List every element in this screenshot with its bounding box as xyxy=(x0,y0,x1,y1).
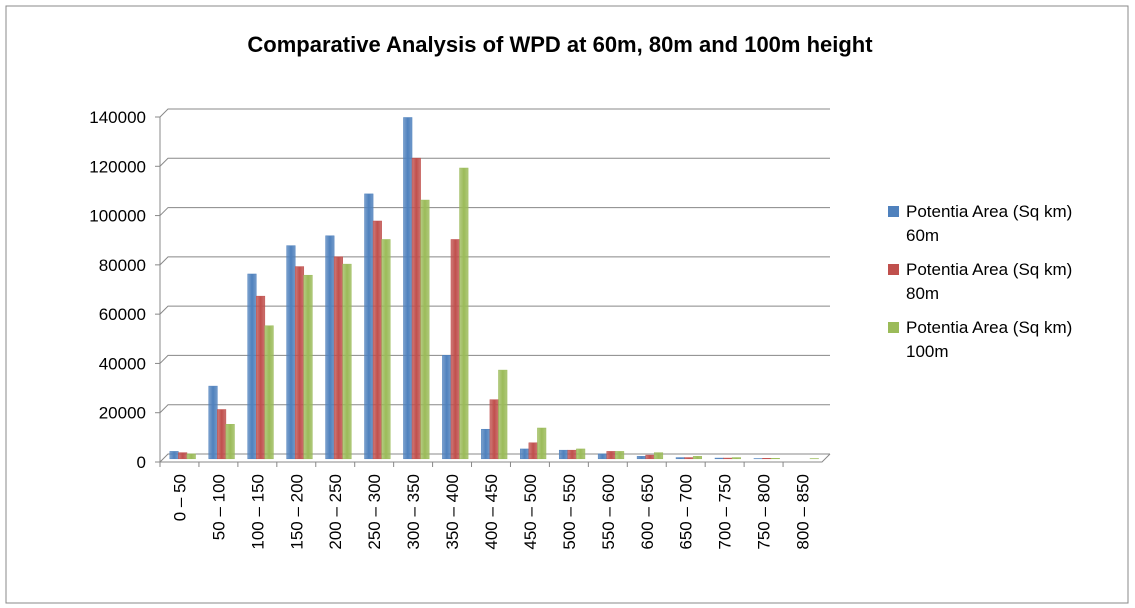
bar xyxy=(567,449,577,460)
x-tick-label: 450 – 500 xyxy=(521,474,540,550)
x-tick-label: 600 – 650 xyxy=(638,474,657,550)
bar xyxy=(256,295,266,460)
chart-title: Comparative Analysis of WPD at 60m, 80m … xyxy=(247,32,873,57)
bar xyxy=(597,453,607,460)
bar xyxy=(372,220,382,460)
x-tick-label: 750 – 800 xyxy=(755,474,774,550)
bar xyxy=(675,457,685,460)
grid-line xyxy=(159,256,830,266)
bar xyxy=(636,456,646,460)
legend-swatch xyxy=(888,264,899,275)
bar xyxy=(537,427,547,460)
y-tick-label: 0 xyxy=(137,453,146,472)
bar xyxy=(186,453,196,460)
x-tick-label: 300 – 350 xyxy=(404,474,423,550)
bar xyxy=(303,274,313,460)
x-tick-label: 800 – 850 xyxy=(794,474,813,550)
bar xyxy=(442,355,452,460)
bar xyxy=(294,266,305,460)
bar xyxy=(225,424,235,460)
x-tick-label: 550 – 600 xyxy=(599,474,618,550)
legend-item: Potentia Area (Sq km) 100m xyxy=(888,316,1088,364)
x-tick-label: 400 – 450 xyxy=(482,474,501,550)
bar xyxy=(653,452,664,460)
x-tick-label: 150 – 200 xyxy=(287,474,306,550)
bar xyxy=(333,256,343,460)
bar xyxy=(723,457,733,460)
x-tick-label: 0 – 50 xyxy=(170,474,189,521)
bar xyxy=(489,399,499,460)
x-tick-label: 200 – 250 xyxy=(326,474,345,550)
y-tick-label: 20000 xyxy=(99,404,146,423)
bar xyxy=(731,457,741,460)
legend-item: Potentia Area (Sq km) 80m xyxy=(888,258,1088,306)
grid-line xyxy=(159,108,830,118)
bar xyxy=(520,448,530,460)
x-tick-label: 650 – 700 xyxy=(677,474,696,550)
y-tick-label: 120000 xyxy=(89,157,146,176)
y-tick-label: 100000 xyxy=(89,207,146,226)
bar xyxy=(481,428,491,460)
bar xyxy=(342,263,352,460)
x-tick-label: 350 – 400 xyxy=(443,474,462,550)
y-tick-label: 140000 xyxy=(89,108,146,127)
bar xyxy=(217,409,227,460)
grid-line xyxy=(159,207,830,216)
y-tick-label: 40000 xyxy=(99,354,146,373)
x-tick-label: 700 – 750 xyxy=(716,474,735,550)
y-tick-label: 80000 xyxy=(99,256,146,275)
bar xyxy=(264,325,274,460)
bar xyxy=(286,245,296,460)
bar xyxy=(381,239,391,460)
bar xyxy=(576,448,586,460)
bar xyxy=(450,239,460,460)
x-tick-label: 100 – 150 xyxy=(248,474,267,550)
bar xyxy=(615,451,625,460)
legend-label: Potentia Area (Sq km) 80m xyxy=(906,260,1073,303)
bar xyxy=(714,457,724,460)
legend-label: Potentia Area (Sq km) 100m xyxy=(906,318,1073,361)
grid-line xyxy=(159,157,830,167)
legend-swatch xyxy=(888,322,899,333)
y-tick-label: 60000 xyxy=(99,305,146,324)
bar xyxy=(208,385,218,460)
bar xyxy=(247,273,257,460)
x-tick-label: 250 – 300 xyxy=(365,474,384,550)
floor xyxy=(160,453,831,463)
bar xyxy=(364,193,374,460)
grid-line xyxy=(159,305,830,315)
bar xyxy=(459,167,469,460)
grid-line xyxy=(159,354,830,364)
bar xyxy=(692,456,703,460)
legend-label: Potentia Area (Sq km) 60m xyxy=(906,202,1073,245)
bar xyxy=(558,449,569,460)
bar xyxy=(411,157,421,460)
bar xyxy=(684,457,694,460)
grid-line xyxy=(159,404,830,414)
chart-frame xyxy=(5,5,1129,604)
legend-item: Potentia Area (Sq km) 60m xyxy=(888,200,1088,248)
legend: Potentia Area (Sq km) 60m Potentia Area (… xyxy=(888,200,1088,374)
x-tick-label: 50 – 100 xyxy=(209,474,228,540)
legend-swatch xyxy=(888,206,899,217)
bar xyxy=(645,454,655,460)
bar xyxy=(528,442,538,460)
bar xyxy=(325,235,335,460)
x-tick-label: 500 – 550 xyxy=(560,474,579,550)
bar xyxy=(403,117,413,460)
bar xyxy=(606,451,616,460)
bar xyxy=(498,369,508,460)
bar xyxy=(169,451,179,460)
bar xyxy=(420,199,430,460)
bar xyxy=(178,452,188,460)
